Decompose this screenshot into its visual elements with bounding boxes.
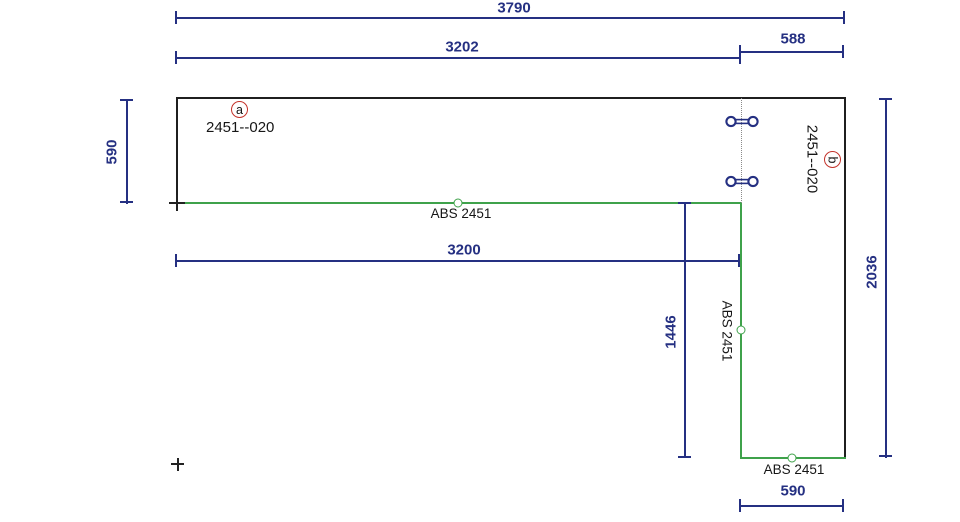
cam-connector-icon (725, 175, 759, 188)
part-b-marker-circle: b (824, 151, 841, 168)
panel-left-edge (176, 97, 178, 204)
part-b-marker-letter: b (825, 156, 840, 163)
dim-part-a-width-value: 3202 (445, 38, 479, 56)
dim-part-a-depth-value: 590 (103, 139, 121, 165)
edge-banding-dot (453, 198, 463, 208)
dim-total-width-value: 3790 (497, 0, 531, 17)
part-a-marker-circle: a (231, 101, 248, 118)
panel-top-edge (176, 97, 846, 99)
part-b-code-label: 2451--020 (803, 124, 821, 194)
dim-part-b-bottom-value: 590 (780, 482, 806, 500)
dim-part-b-width-value: 588 (780, 30, 806, 48)
edge-banding-inner-label: ABS 2451 (719, 300, 735, 362)
cam-connector-icon (725, 115, 759, 128)
dim-total-depth-value: 2036 (863, 255, 881, 289)
panel-right-edge (844, 97, 846, 459)
dim-front-edge-value: 3200 (447, 241, 481, 259)
part-a-code-label: 2451--020 (206, 119, 275, 136)
edge-banding-dot (787, 453, 797, 463)
edge-banding-dot (736, 325, 746, 335)
edge-banding-bottom-label: ABS 2451 (763, 462, 825, 477)
edge-banding-front-label: ABS 2451 (430, 206, 492, 221)
part-a-marker-letter: a (236, 102, 243, 117)
part-joint-dotted-line (741, 98, 742, 203)
dim-inner-edge-value: 1446 (662, 315, 680, 349)
